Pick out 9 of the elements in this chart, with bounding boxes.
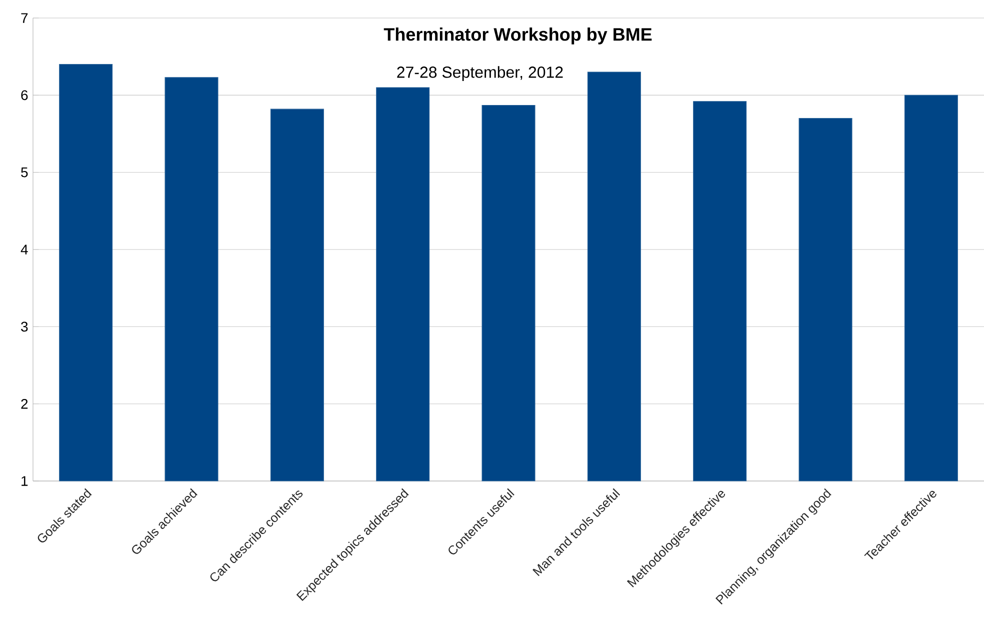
y-tick-label: 5 [21,167,28,178]
y-tick-label: 7 [21,13,28,23]
y-tick-label: 1 [22,476,28,486]
y-tick-label: 4 [20,244,28,254]
chart-title: Therminator Workshop by BME [384,28,652,44]
y-tick-label: 6 [21,90,28,100]
y-tick-label: 2 [21,398,28,409]
y-tick-label: 3 [21,322,28,332]
text: 27-28 September, 2012 [397,66,563,82]
